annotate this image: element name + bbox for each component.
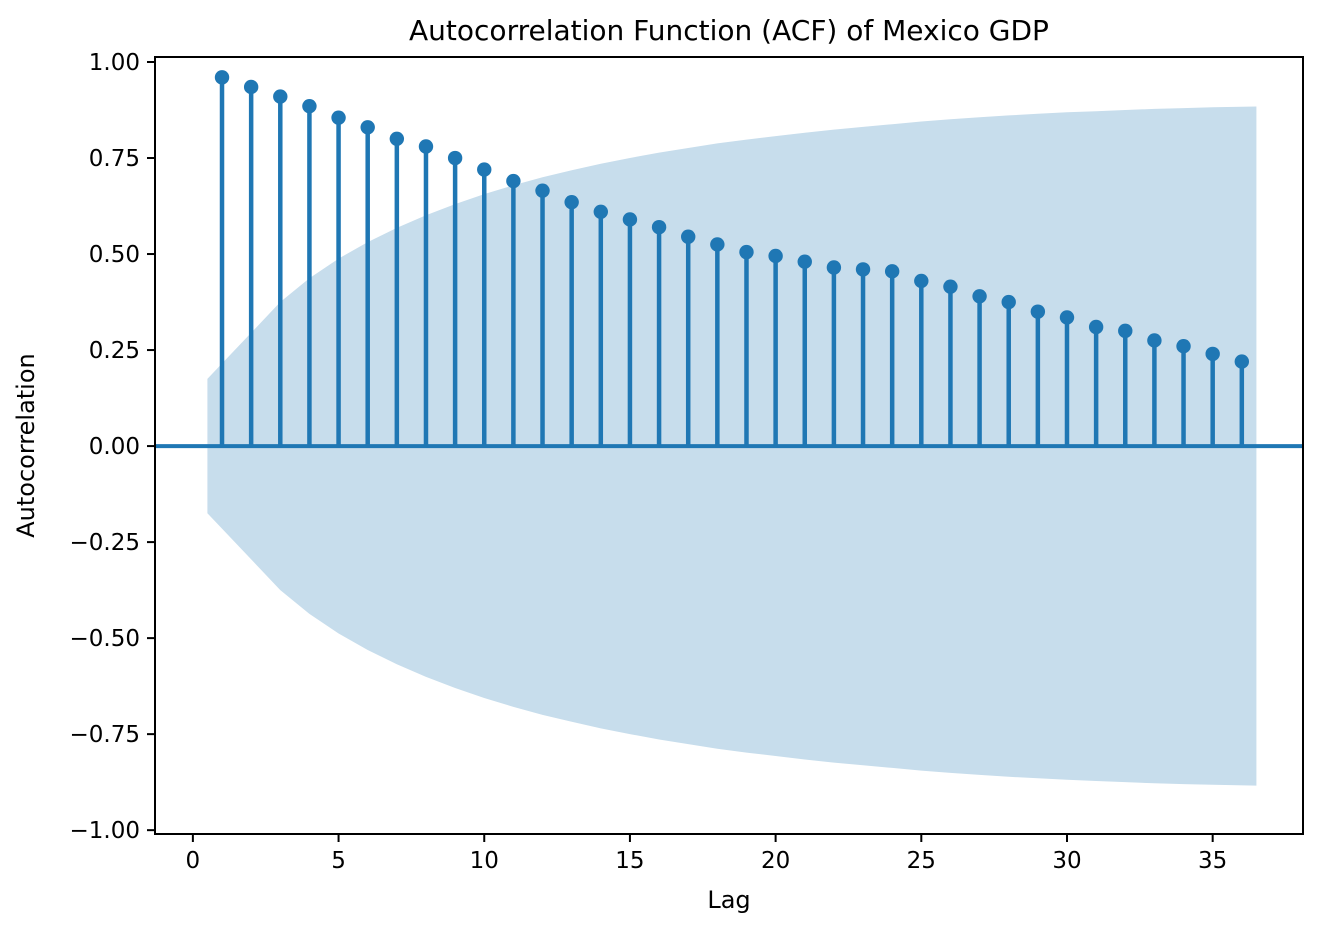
stem-marker xyxy=(1205,346,1220,362)
y-tick-label: 0.00 xyxy=(89,434,140,460)
stem-marker xyxy=(1147,333,1162,348)
stem-marker xyxy=(884,264,900,279)
y-tick-label: −0.50 xyxy=(70,626,140,652)
stem-marker xyxy=(331,110,346,125)
stem-marker xyxy=(477,162,492,177)
stem-marker xyxy=(681,229,696,244)
stem-marker xyxy=(972,289,987,304)
x-tick-label: 5 xyxy=(331,848,346,874)
stem-marker xyxy=(418,139,434,154)
x-tick-label: 15 xyxy=(615,848,644,874)
x-axis-label: Lag xyxy=(707,886,750,914)
stem-marker xyxy=(214,70,230,85)
stem-marker xyxy=(1176,339,1191,354)
stem-marker xyxy=(739,244,754,260)
stem-marker xyxy=(768,248,783,264)
stem-marker xyxy=(302,98,317,114)
x-axis-ticks: 0 5 10 15 20 25 30 35 xyxy=(186,834,1227,874)
stem-marker xyxy=(622,212,638,227)
x-tick-label: 10 xyxy=(470,848,499,874)
stem-marker xyxy=(943,279,958,294)
x-tick-label: 0 xyxy=(186,848,201,874)
stem-marker xyxy=(447,150,463,166)
stem-marker xyxy=(826,260,842,275)
stem-marker xyxy=(243,79,259,95)
stem-marker xyxy=(1001,294,1016,310)
y-tick-label: 0.25 xyxy=(89,338,140,364)
stem-marker xyxy=(914,273,929,289)
y-axis-ticks: 1.00 0.75 0.50 0.25 0.00 −0.25 −0.50 −0.75 −1.00 xyxy=(70,50,155,844)
stem-marker xyxy=(651,219,667,235)
y-tick-label: 1.00 xyxy=(89,50,140,76)
stem-marker xyxy=(1088,319,1104,335)
stem-marker xyxy=(1030,304,1046,319)
stem-marker xyxy=(1059,310,1075,325)
stem-marker xyxy=(506,173,521,189)
stem-marker xyxy=(273,89,288,104)
plot-title: Autocorrelation Function (ACF) of Mexico… xyxy=(409,14,1049,47)
stem-marker xyxy=(1234,354,1250,369)
x-tick-label: 35 xyxy=(1198,848,1227,874)
y-tick-label: −0.75 xyxy=(70,722,140,748)
x-tick-label: 30 xyxy=(1052,848,1081,874)
y-tick-label: 0.75 xyxy=(89,146,140,172)
y-tick-label: −1.00 xyxy=(70,818,140,844)
stem-series xyxy=(214,70,1250,447)
stem-marker xyxy=(855,262,871,277)
x-tick-label: 25 xyxy=(907,848,936,874)
stem-marker xyxy=(1118,323,1133,339)
stem-marker xyxy=(797,254,812,269)
stem-marker xyxy=(564,194,579,210)
y-tick-label: −0.25 xyxy=(70,530,140,556)
y-axis-label: Autocorrelation xyxy=(12,353,40,538)
stem-marker xyxy=(710,237,725,252)
stem-marker xyxy=(389,131,405,147)
x-tick-label: 20 xyxy=(761,848,790,874)
stem-marker xyxy=(535,183,550,198)
stem-marker xyxy=(593,204,608,219)
y-tick-label: 0.50 xyxy=(89,242,140,268)
stem-marker xyxy=(360,120,375,135)
